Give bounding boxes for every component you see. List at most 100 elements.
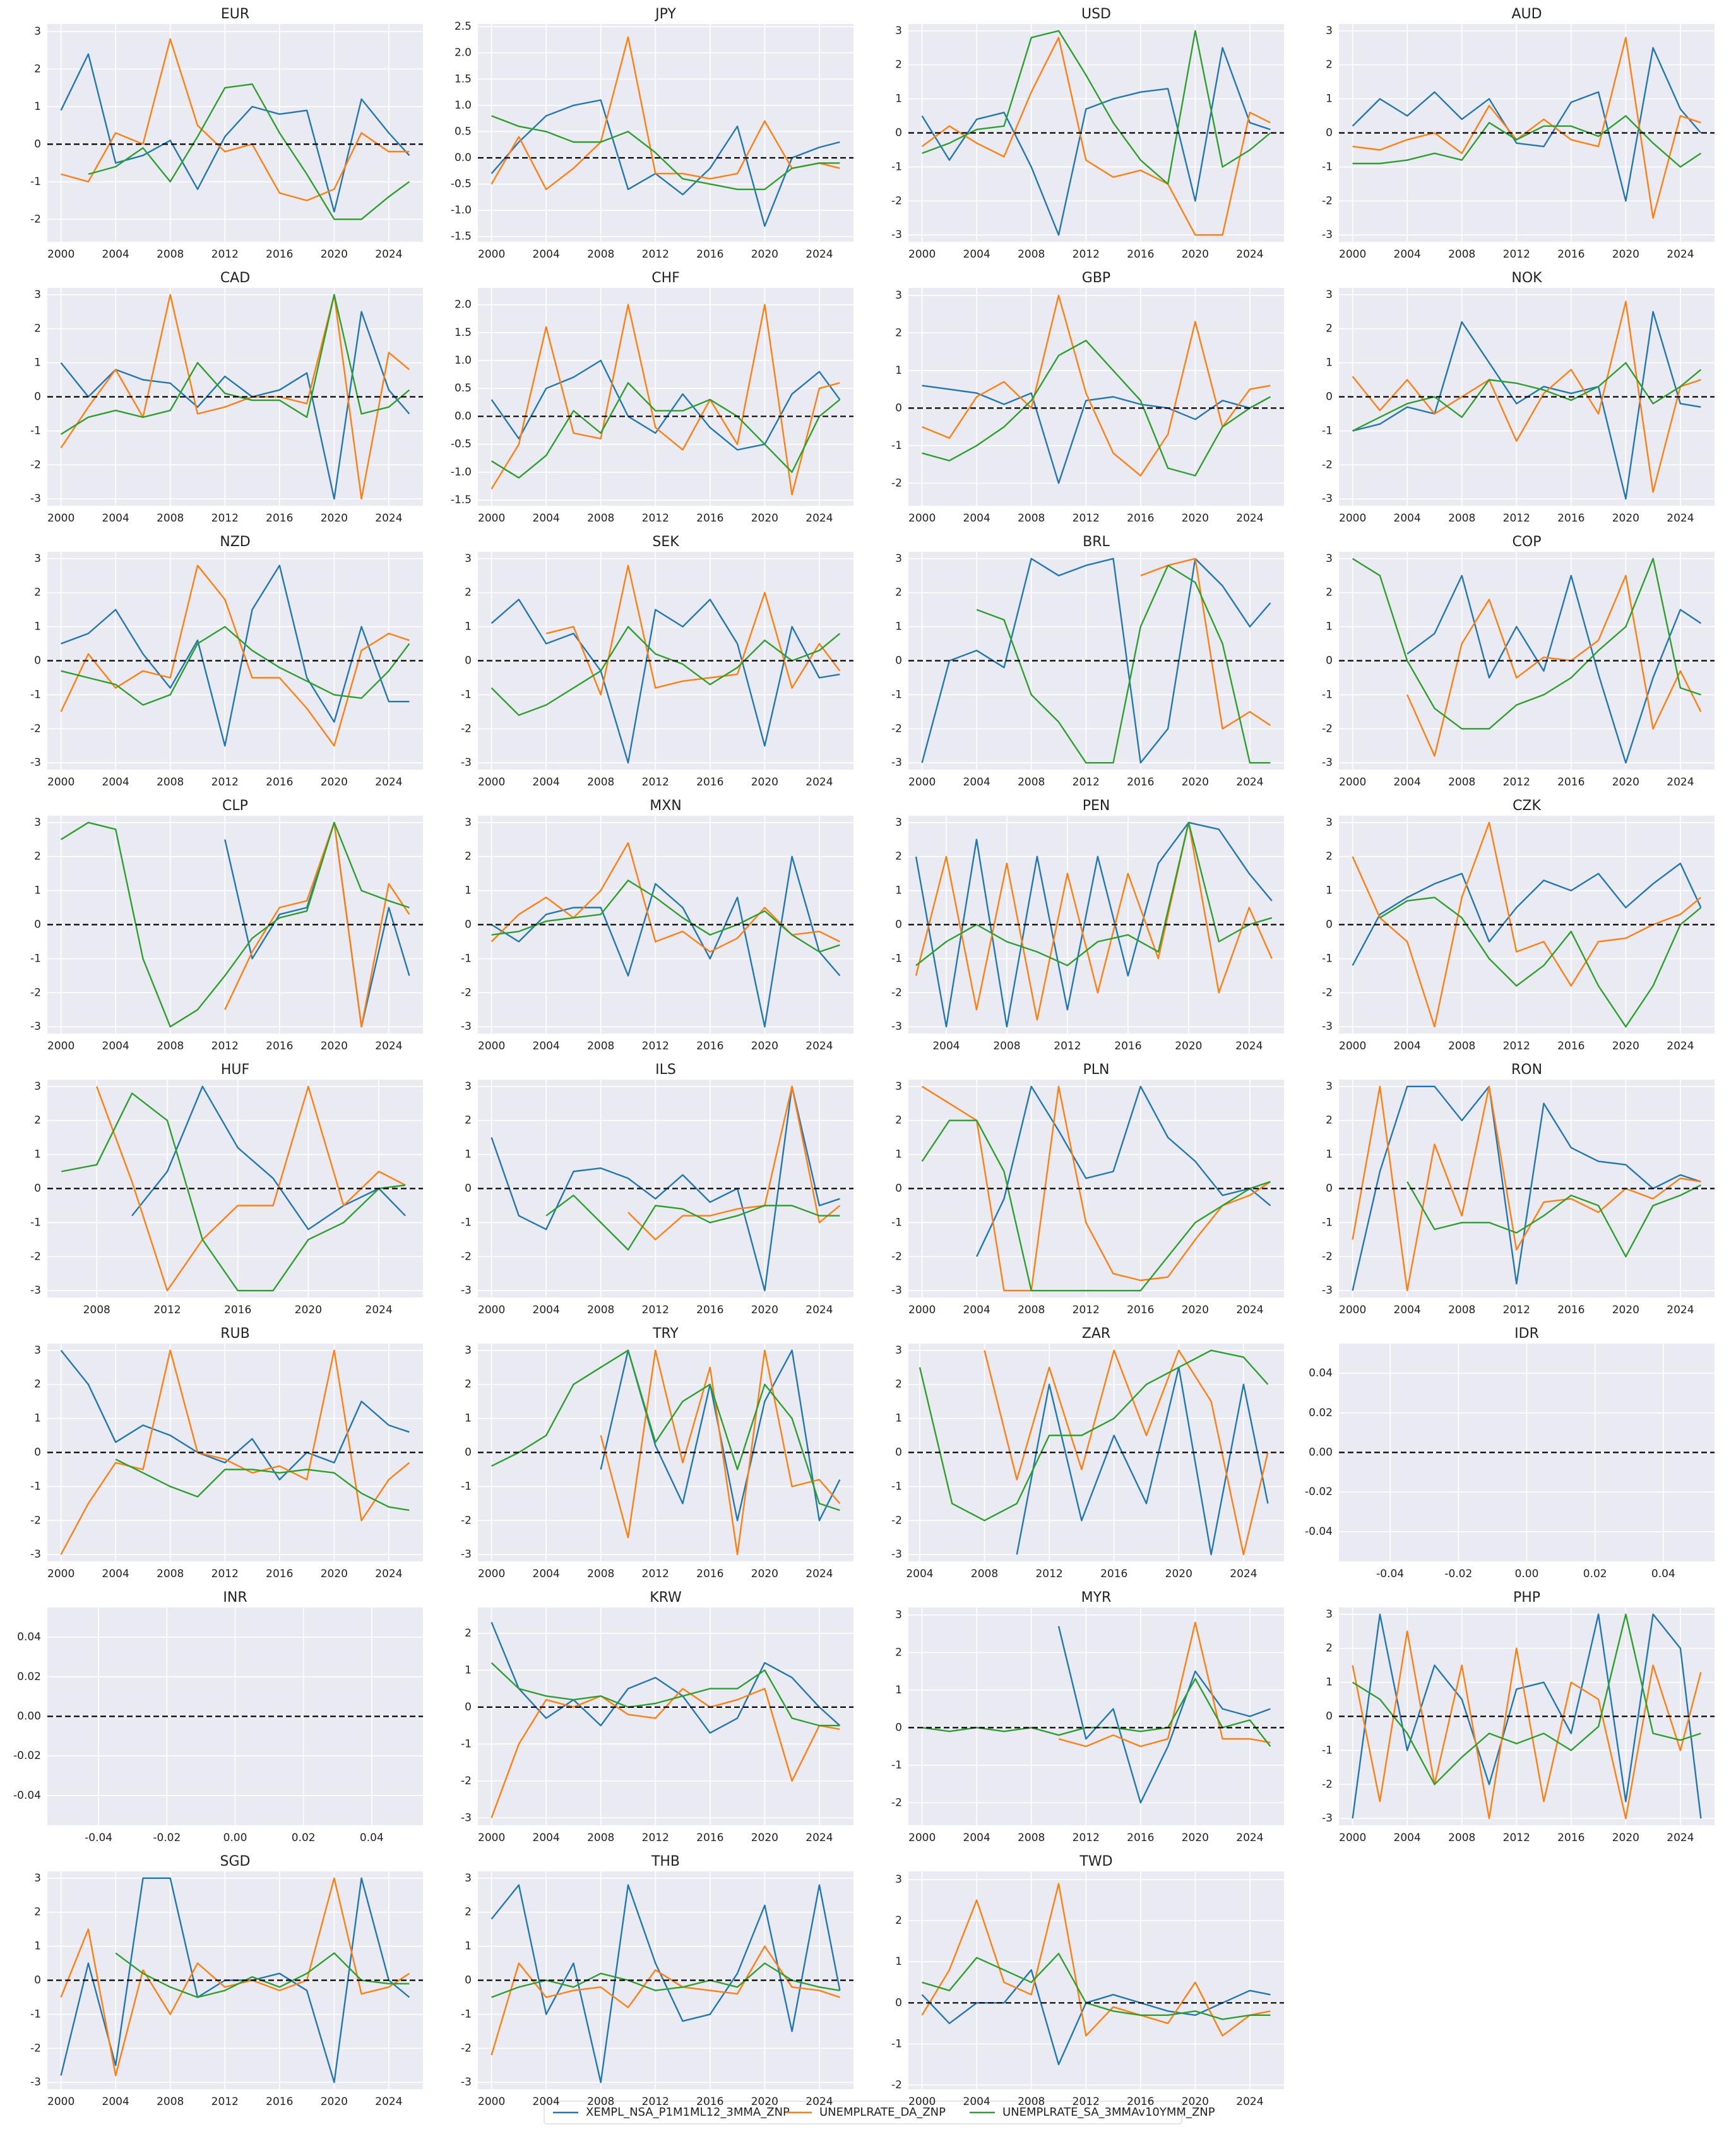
y-tick-label: 3	[34, 1872, 41, 1885]
title: RUB	[220, 1326, 249, 1342]
x-tick-label: 2020	[1182, 1832, 1209, 1844]
x-tick-label: 2024	[375, 512, 402, 525]
x-tick-label: 2008	[587, 1040, 614, 1052]
x-tick-label: 2012	[1073, 776, 1100, 789]
y-tick-label: 1	[34, 1148, 41, 1161]
y-tick-label: -1.0	[451, 466, 472, 479]
y-tick-label: -1	[1322, 424, 1333, 437]
subplot: AUD -3 -2 -1 0 1 2 3 2000 2004 2008 2012 2016 2020 202…	[1322, 6, 1715, 261]
y-tick-label: -1	[30, 1480, 41, 1493]
x-tick-label: 2012	[1503, 1304, 1530, 1316]
subplot: KRW -3 -2 -1 0 1 2 2000 2004 2008 2012 2016 2020 2024	[461, 1590, 853, 1844]
subplot: BRL -3 -2 -1 0 1 2 3 2000 2004 2008 2012 2016 2020 202…	[891, 534, 1284, 789]
y-tick-label: 1	[1326, 885, 1333, 897]
series-line	[490, 36, 840, 191]
x-tick-label: -0.02	[153, 1832, 181, 1844]
series-line	[921, 1085, 1271, 1292]
y-tick-label: -2	[891, 722, 902, 735]
series-line	[61, 1092, 406, 1292]
x-tick-label: 2004	[906, 1568, 933, 1580]
plot-area	[478, 1607, 853, 1825]
y-tick-label: -1	[1322, 1744, 1333, 1756]
x-tick-label: 2012	[1035, 1568, 1062, 1580]
x-tick-label: 2016	[266, 2095, 293, 2108]
y-tick-label: -1	[891, 952, 902, 965]
x-tick-label: 0.00	[223, 1832, 247, 1844]
x-tick-label: 2024	[375, 776, 402, 789]
x-tick-label: 2012	[642, 1832, 669, 1844]
y-tick-label: 2	[465, 1378, 472, 1391]
y-tick-label: 3	[895, 552, 902, 565]
x-tick-label: 2008	[1448, 776, 1475, 789]
y-tick-label: -1	[30, 424, 41, 437]
y-tick-label: -1	[30, 688, 41, 701]
y-tick-label: 1	[465, 885, 472, 897]
title: COP	[1513, 534, 1542, 550]
title: KRW	[650, 1590, 682, 1606]
y-tick-label: 1	[1326, 1148, 1333, 1161]
series-line	[976, 564, 1271, 764]
series-line	[1352, 47, 1702, 202]
title: NZD	[220, 534, 250, 550]
x-tick-label: 2000	[47, 512, 74, 525]
series-line	[921, 37, 1271, 236]
y-tick-label: 3	[895, 1873, 902, 1886]
y-tick-label: -1	[1322, 688, 1333, 701]
x-tick-label: 2008	[1018, 512, 1045, 525]
x-tick-label: 2024	[1235, 1040, 1263, 1052]
x-tick-label: 2016	[266, 1568, 293, 1580]
subplot: CZK -3 -2 -1 0 1 2 3 2000 2004 2008 2012 2016 2020 202…	[1322, 798, 1715, 1052]
y-tick-label: -3	[30, 1548, 41, 1561]
subplot: EUR -2 -1 0 1 2 3 2000 2004 2008 2012 2016 2020 2024	[30, 6, 423, 261]
title: SGD	[220, 1854, 251, 1869]
subplot: SGD -3 -2 -1 0 1 2 3 2000 2004 2008 2012 2016 2020 202…	[30, 1854, 423, 2108]
y-tick-label: 0.00	[17, 1710, 41, 1723]
y-tick-label: 0.00	[1309, 1446, 1333, 1459]
series-line	[922, 1953, 1271, 2020]
y-tick-label: -3	[1322, 1812, 1333, 1825]
y-tick-label: 0.04	[1309, 1367, 1333, 1380]
x-tick-label: 2008	[1448, 1832, 1475, 1844]
x-tick-label: 0.02	[292, 1832, 316, 1844]
y-tick-label: 2	[895, 1378, 902, 1391]
x-tick-label: 2024	[1236, 776, 1263, 789]
x-tick-label: 2000	[478, 1040, 505, 1052]
y-tick-label: 0.0	[455, 410, 472, 422]
series-line	[1352, 1613, 1702, 1819]
y-tick-label: -3	[891, 1020, 902, 1033]
subplot: RON -3 -2 -1 0 1 2 3 2000 2004 2008 2012 2016 2020 202…	[1322, 1062, 1715, 1316]
x-tick-label: 2008	[157, 512, 184, 525]
y-tick-label: 1.0	[455, 354, 472, 367]
y-tick-label: -2	[891, 1796, 902, 1809]
y-tick-label: 0	[465, 919, 472, 931]
y-tick-label: 0	[895, 127, 902, 140]
y-tick-label: -3	[1322, 229, 1333, 241]
x-tick-label: 2016	[1100, 1568, 1127, 1580]
x-tick-label: 2012	[642, 776, 669, 789]
series-line	[61, 38, 410, 201]
y-tick-label: 2	[34, 1906, 41, 1919]
series-line	[60, 53, 410, 213]
x-tick-label: 2016	[1127, 1304, 1154, 1316]
x-tick-label: 0.02	[1583, 1568, 1607, 1580]
y-tick-label: -1	[461, 1480, 472, 1493]
title: USD	[1081, 6, 1111, 22]
series-line	[490, 626, 841, 716]
y-tick-label: 3	[1326, 816, 1333, 829]
series-line	[490, 359, 841, 451]
y-tick-label: 3	[34, 552, 41, 565]
subplot: TRY -3 -2 -1 0 1 2 3 2000 2004 2008 2012 2016 2020 202…	[461, 1326, 853, 1580]
x-tick-label: 2004	[1394, 776, 1421, 789]
x-tick-label: 2000	[478, 776, 505, 789]
y-tick-label: -2	[30, 986, 41, 999]
x-tick-label: 2016	[266, 776, 293, 789]
y-tick-label: 3	[465, 1080, 472, 1093]
title: ZAR	[1082, 1326, 1110, 1342]
y-tick-label: -1	[461, 952, 472, 965]
y-tick-label: 3	[34, 1080, 41, 1093]
x-tick-label: 2008	[157, 2095, 184, 2108]
y-tick-label: 2	[34, 323, 41, 335]
y-tick-label: 0	[465, 655, 472, 667]
x-tick-label: 0.04	[1651, 1568, 1675, 1580]
y-tick-label: 1	[895, 1684, 902, 1696]
